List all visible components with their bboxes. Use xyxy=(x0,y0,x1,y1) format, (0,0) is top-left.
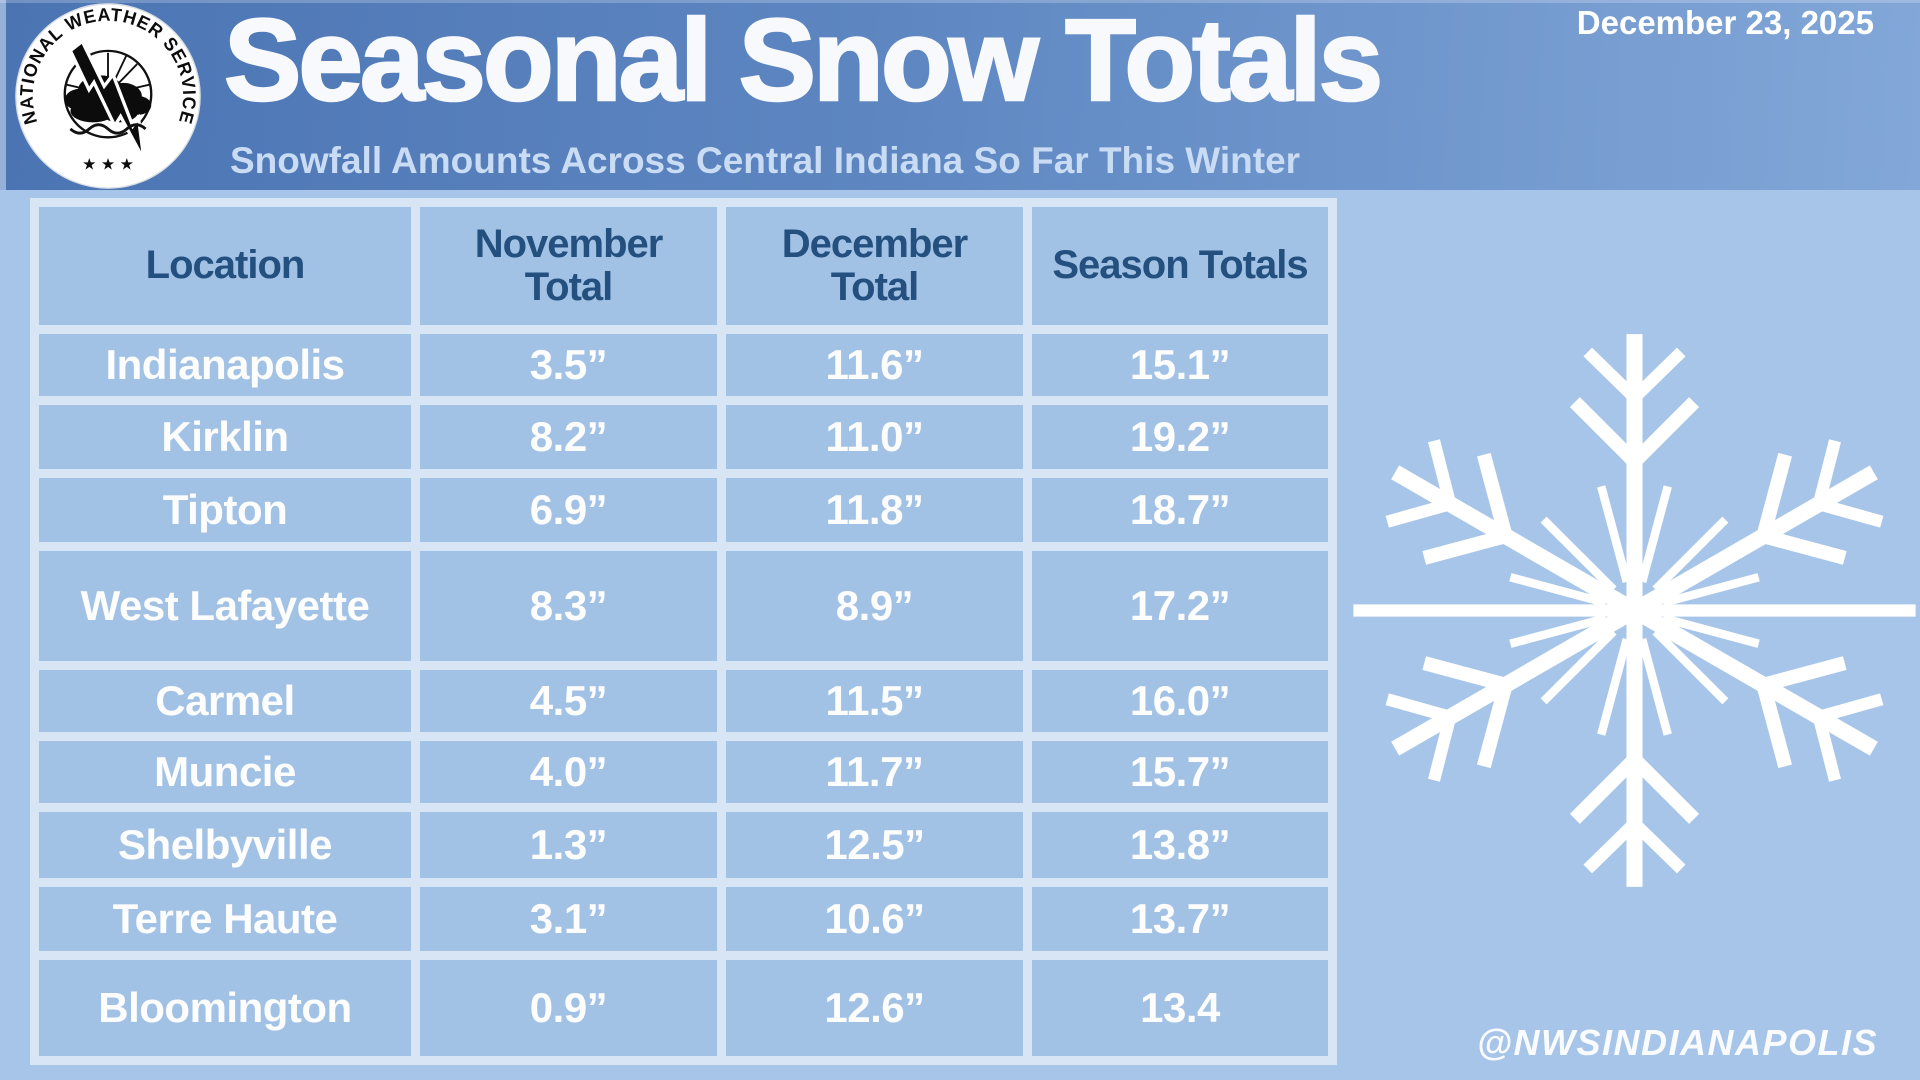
logo-stars: ★ ★ ★ xyxy=(82,156,134,173)
november-value-cell: 6.9” xyxy=(420,478,717,542)
snowflake-icon xyxy=(1353,334,1916,887)
season-value-cell: 19.2” xyxy=(1032,405,1328,469)
december-value-cell: 11.0” xyxy=(726,405,1023,469)
december-value-cell: 11.7” xyxy=(726,741,1023,803)
location-cell: Terre Haute xyxy=(39,887,411,951)
location-cell: Tipton xyxy=(39,478,411,542)
page-subtitle: Snowfall Amounts Across Central Indiana … xyxy=(230,140,1301,181)
season-value-cell: 13.4 xyxy=(1032,960,1328,1056)
december-value-cell: 11.5” xyxy=(726,670,1023,732)
november-value-cell: 8.2” xyxy=(420,405,717,469)
december-value-cell: 10.6” xyxy=(726,887,1023,951)
season-value-cell: 17.2” xyxy=(1032,551,1328,661)
november-value-cell: 3.5” xyxy=(420,334,717,396)
column-header-november-total: November Total xyxy=(420,207,717,325)
column-header-december-total: December Total xyxy=(726,207,1023,325)
december-value-cell: 11.6” xyxy=(726,334,1023,396)
location-cell: Shelbyville xyxy=(39,812,411,878)
location-cell: Kirklin xyxy=(39,405,411,469)
location-cell: Bloomington xyxy=(39,960,411,1056)
logo-lightning-icon xyxy=(68,38,146,161)
season-value-cell: 16.0” xyxy=(1032,670,1328,732)
logo-waves-icon xyxy=(69,123,147,135)
december-value-cell: 8.9” xyxy=(726,551,1023,661)
location-cell: West Lafayette xyxy=(39,551,411,661)
date-label: December 23, 2025 xyxy=(1576,4,1874,41)
november-value-cell: 1.3” xyxy=(420,812,717,878)
season-value-cell: 15.1” xyxy=(1032,334,1328,396)
december-value-cell: 12.5” xyxy=(726,812,1023,878)
season-value-cell: 18.7” xyxy=(1032,478,1328,542)
november-value-cell: 4.5” xyxy=(420,670,717,732)
column-header-location: Location xyxy=(39,207,411,325)
nws-logo: NATIONAL WEATHER SERVICE ★ ★ ★ xyxy=(15,3,201,189)
column-header-season-totals: Season Totals xyxy=(1032,207,1328,325)
november-value-cell: 3.1” xyxy=(420,887,717,951)
location-cell: Muncie xyxy=(39,741,411,803)
snow-totals-table: Location November Total December Total S… xyxy=(30,198,1337,1065)
november-value-cell: 0.9” xyxy=(420,960,717,1056)
season-value-cell: 13.7” xyxy=(1032,887,1328,951)
header-band: NATIONAL WEATHER SERVICE ★ ★ ★ xyxy=(0,0,1920,190)
december-value-cell: 11.8” xyxy=(726,478,1023,542)
page-title: Seasonal Snow Totals xyxy=(223,0,1385,126)
season-value-cell: 13.8” xyxy=(1032,812,1328,878)
december-value-cell: 12.6” xyxy=(726,960,1023,1056)
season-value-cell: 15.7” xyxy=(1032,741,1328,803)
location-cell: Indianapolis xyxy=(39,334,411,396)
november-value-cell: 4.0” xyxy=(420,741,717,803)
location-cell: Carmel xyxy=(39,670,411,732)
november-value-cell: 8.3” xyxy=(420,551,717,661)
social-handle: @NWSINDIANAPOLIS xyxy=(1476,1022,1878,1063)
